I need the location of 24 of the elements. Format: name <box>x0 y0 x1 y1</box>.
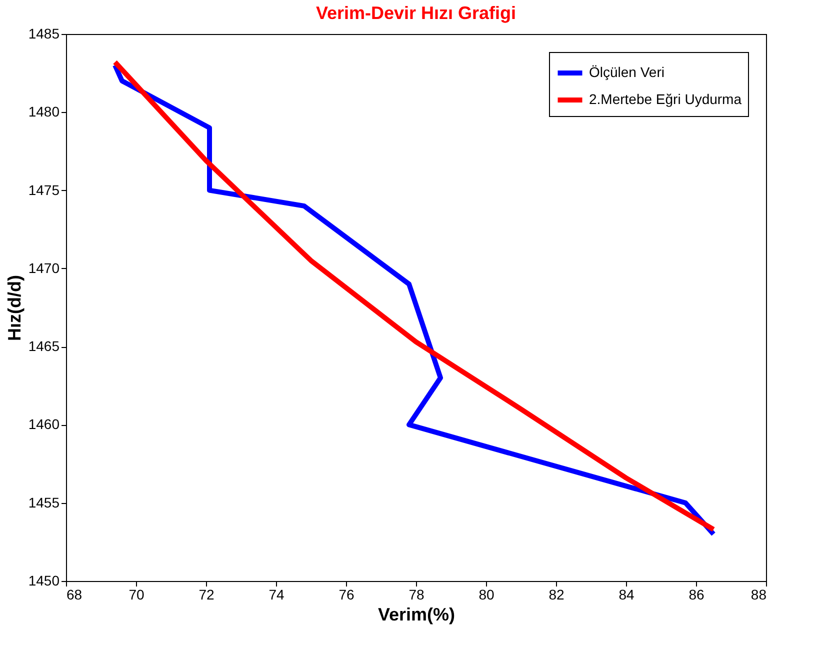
x-tick-label: 68 <box>66 586 82 602</box>
x-tick-label: 74 <box>268 586 284 602</box>
y-tick-label: 1485 <box>28 26 60 42</box>
x-tick-label: 80 <box>478 586 494 602</box>
legend-label: 2.Mertebe Eğri Uydurma <box>589 91 742 107</box>
y-tick-label: 1470 <box>28 260 60 276</box>
y-axis-title: Hız(d/d) <box>4 275 24 341</box>
y-tick-label: 1450 <box>28 572 60 588</box>
x-tick-label: 84 <box>618 586 634 602</box>
x-tick-label: 78 <box>408 586 424 602</box>
x-tick-label: 82 <box>548 586 564 602</box>
y-tick-label: 1460 <box>28 416 60 432</box>
y-tick-label: 1475 <box>28 182 60 198</box>
chart-title: Verim-Devir Hızı Grafigi <box>316 3 516 23</box>
x-tick-label: 88 <box>750 586 767 602</box>
x-tick-label: 76 <box>338 586 354 602</box>
y-tick-label: 1465 <box>28 338 60 354</box>
x-axis-title: Verim(%) <box>378 604 456 624</box>
x-tick-label: 86 <box>688 586 704 602</box>
x-tick-label: 70 <box>128 586 144 602</box>
y-tick-label: 1455 <box>28 494 60 510</box>
legend-label: Ölçülen Veri <box>589 64 664 80</box>
y-tick-label: 1480 <box>28 104 60 120</box>
x-tick-label: 72 <box>198 586 214 602</box>
